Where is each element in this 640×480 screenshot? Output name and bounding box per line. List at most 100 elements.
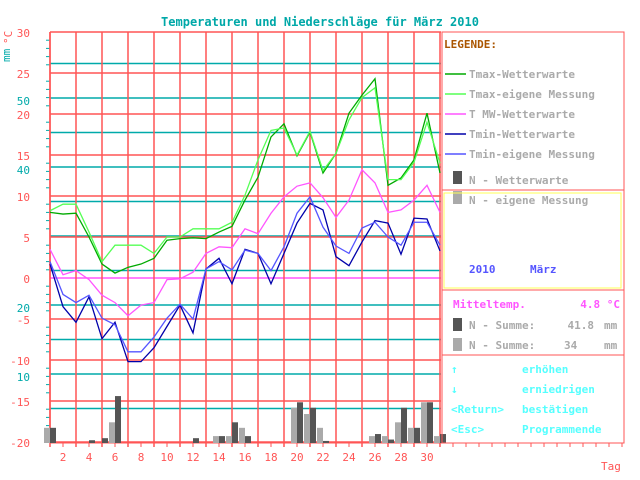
legend-label: Tmin-eigene Messung <box>469 148 595 161</box>
precip-bar-own <box>304 414 310 443</box>
help-action-down[interactable]: erniedrigen <box>522 383 595 396</box>
x-tick-label: 12 <box>186 451 199 464</box>
series-line-tmin-wetterwarte <box>49 202 441 363</box>
x-tick-label: 2 <box>60 451 67 464</box>
precip-bar-ww <box>219 436 225 443</box>
legend-swatch <box>453 191 462 204</box>
sum-own-unit: mm <box>604 339 618 352</box>
help-action-confirm[interactable]: bestätigen <box>522 403 588 416</box>
sum-ww-unit: mm <box>604 319 618 332</box>
x-tick-label: 20 <box>290 451 303 464</box>
precip-bar-ww <box>245 436 251 443</box>
legend: Tmax-Wetterwarte Tmax-eigene Messung T MW-… <box>445 68 595 207</box>
precip-bar-ww <box>115 396 121 443</box>
legend-swatch <box>453 171 462 184</box>
precip-bar-ww <box>323 440 329 443</box>
precip-bar-own <box>421 402 427 443</box>
precip-bar-own <box>213 436 219 443</box>
precip-bar-ww <box>297 402 303 443</box>
side-panel: LEGENDE: Tmax-Wetterwarte Tmax-eigene Mes… <box>441 31 625 444</box>
precip-tick-label: 10 <box>17 371 30 384</box>
precip-bar-own <box>408 427 414 443</box>
temp-tick-label: 20 <box>17 109 30 122</box>
precip-bar-ww <box>427 402 433 443</box>
precip-ww-swatch <box>453 318 462 331</box>
x-tick-label: 26 <box>368 451 381 464</box>
period-year: 2010 <box>469 263 496 276</box>
temp-tick-label: -10 <box>10 355 30 368</box>
precip-bar-own <box>109 422 115 443</box>
precip-bar-ww <box>193 438 199 443</box>
help-key-return: <Return> <box>451 403 504 416</box>
period-box <box>443 192 622 289</box>
help-key-down: ↓ <box>451 383 458 396</box>
precip-bar-ww <box>102 438 108 443</box>
temp-tick-label: 25 <box>17 68 30 81</box>
series-line-tmin-eigene-messung <box>49 195 441 353</box>
precip-bar-ww <box>440 434 446 443</box>
x-tick-label: 30 <box>420 451 433 464</box>
x-tick-label: 4 <box>86 451 93 464</box>
temp-tick-label: 10 <box>17 191 30 204</box>
help-action-exit[interactable]: Programmende <box>522 423 602 436</box>
x-tick-label: 24 <box>342 451 356 464</box>
legend-label: Tmax-eigene Messung <box>469 88 595 101</box>
precip-bar-own <box>226 436 232 443</box>
precip-bar-ww <box>401 407 407 443</box>
temperature-lines <box>49 77 441 363</box>
precip-bar-ww <box>388 439 394 443</box>
sum-own-value: 34 <box>564 339 578 352</box>
sum-ww-label: N - Summe: <box>469 319 535 332</box>
precip-bar-ww <box>375 434 381 443</box>
precip-bar-own <box>434 436 440 443</box>
panel-border <box>441 31 625 444</box>
x-tick-label: 10 <box>160 451 173 464</box>
precip-tick-label: 20 <box>17 302 30 315</box>
legend-label: N - Wetterwarte <box>469 174 569 187</box>
series-line-t-mw-wetterwarte <box>49 168 441 317</box>
help-action-up[interactable]: erhöhen <box>522 363 568 376</box>
precip-bar-own <box>317 427 323 443</box>
mean-temp-label: Mitteltemp. <box>453 298 526 311</box>
x-axis-label: Tag <box>601 460 621 473</box>
series-line-tmax-wetterwarte <box>49 77 441 274</box>
legend-label: N - eigene Messung <box>469 194 588 207</box>
precip-bar-ww <box>310 407 316 443</box>
x-tick-label: 18 <box>264 451 277 464</box>
help-key-esc: <Esc> <box>451 423 484 436</box>
series-line-tmax-eigene-messung <box>49 86 441 263</box>
x-tick-label: 6 <box>112 451 119 464</box>
temp-tick-label: -15 <box>10 396 30 409</box>
x-tick-label: 28 <box>394 451 407 464</box>
precip-tick-label: 50 <box>17 95 30 108</box>
precip-bar-ww <box>89 440 95 443</box>
precip-bar-own <box>369 436 375 443</box>
precip-bar-own <box>382 436 388 443</box>
legend-label: Tmax-Wetterwarte <box>469 68 575 81</box>
precip-tick-label: 40 <box>17 164 30 177</box>
help-key-up: ↑ <box>451 363 458 376</box>
precip-own-swatch <box>453 338 462 351</box>
temp-tick-label: 0 <box>23 273 30 286</box>
precip-bar-own <box>395 422 401 443</box>
precip-unit-label: mm <box>0 48 13 62</box>
legend-header: LEGENDE: <box>444 38 497 51</box>
temp-tick-label: 5 <box>23 232 30 245</box>
precip-bar-own <box>291 407 297 443</box>
temp-tick-label: 15 <box>17 150 30 163</box>
chart-title: Temperaturen und Niederschläge für März … <box>161 15 479 29</box>
mean-temp-value: 4.8 °C <box>580 298 620 311</box>
x-tick-label: 22 <box>316 451 329 464</box>
legend-label: Tmin-Wetterwarte <box>469 128 575 141</box>
legend-label: T MW-Wetterwarte <box>469 108 575 121</box>
sum-ww-value: 41.8 <box>568 319 595 332</box>
precip-bar-own <box>239 427 245 443</box>
temp-tick-label: 30 <box>17 27 30 40</box>
period-month: März <box>530 263 557 276</box>
x-tick-label: 16 <box>238 451 251 464</box>
precip-bar-ww <box>50 427 56 443</box>
grid <box>46 31 624 447</box>
temp-tick-label: -5 <box>17 314 30 327</box>
